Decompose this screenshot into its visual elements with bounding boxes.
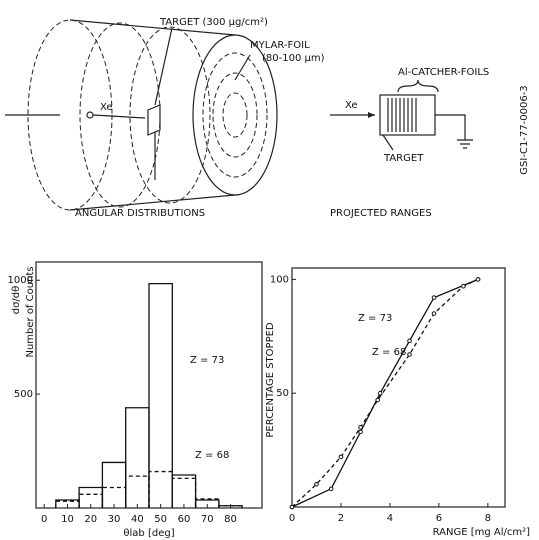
point [461,283,466,289]
histogram-bar [148,470,173,508]
histogram-bar [125,475,150,508]
histogram-bar [194,498,220,508]
x-tick-label: 80 [224,514,237,525]
apparatus-diagram: TARGET (300 μg/cm²) MYLAR-FOIL (80-100 μ… [5,17,530,219]
x-axis-label: RANGE [mg Al/cm²] [433,527,531,538]
point [358,429,363,435]
point [358,425,363,430]
x-tick-label: 30 [108,514,121,525]
line [291,278,479,508]
y-tick-label: 50 [276,388,289,399]
x-tick-label: 8 [485,513,491,524]
y-axis-label: PERCENTAGE STOPPED [265,322,276,438]
x-tick-label: 0 [41,514,47,525]
foil-label: MYLAR-FOIL [250,40,310,51]
beam-label: Xe [345,100,358,111]
y-tick-label: 500 [14,389,33,400]
histogram-bar [101,461,127,508]
point [431,295,437,300]
x-tick-label: 0 [289,513,295,524]
point [314,481,319,487]
x-tick-label: 10 [61,514,74,525]
point [407,338,412,344]
plot-frame [291,267,506,508]
x-tick-label: 4 [387,513,393,524]
point [407,352,412,357]
point [431,311,437,316]
histogram-bar [125,407,150,508]
y-axis-label: dσ/dθ [11,286,22,315]
histogram-bar [101,486,127,508]
x-tick-label: 70 [201,514,214,525]
catcher-label: Al-CATCHER-FOILS [398,67,489,78]
histogram-bar [78,493,104,508]
histogram-bar [55,500,80,508]
caption: PROJECTED RANGES [330,208,432,219]
x-tick-label: 2 [338,513,344,524]
target-label: TARGET (300 μg/cm²) [159,17,268,28]
beam-label: Xe [100,102,113,113]
histogram-bar [148,282,173,508]
x-axis-label: θlab [deg] [123,528,174,539]
series-label: Z = 73 [358,313,392,324]
figure-id: GSI-C1-77-0006-3 [519,85,530,174]
caption: ANGULAR DISTRIBUTIONS [75,208,205,219]
point [289,504,295,510]
foil-thickness: (80-100 μm) [262,53,325,64]
x-tick-label: 20 [84,514,97,525]
histogram-bar [171,474,197,508]
histogram-bar [171,477,197,508]
x-tick-label: 50 [154,514,167,525]
series-label: Z = 68 [372,347,406,358]
y-tick-label: 100 [270,274,289,285]
point [375,397,380,403]
point [328,486,334,492]
point [338,454,344,460]
y-tick-label: 1000 [8,275,33,286]
series-label: Z = 68 [195,450,229,461]
point [475,277,481,282]
x-tick-label: 6 [436,513,442,524]
x-tick-label: 40 [131,514,144,525]
target-label: TARGET [383,153,424,164]
point [377,390,383,396]
histogram-bar [218,505,243,508]
y-axis-label: Number of Counts [25,266,36,357]
series-label: Z = 73 [190,355,224,366]
x-tick-label: 60 [178,514,191,525]
